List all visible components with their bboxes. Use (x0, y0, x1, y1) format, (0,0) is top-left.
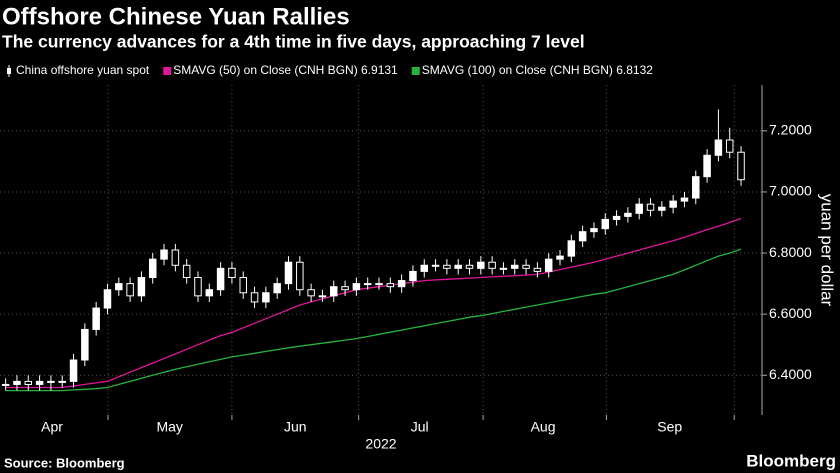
candle-body (171, 249, 180, 266)
x-tick-label: Apr (41, 419, 63, 435)
candle-body (1, 383, 10, 386)
candle-body (182, 264, 191, 278)
candle-body (443, 264, 451, 269)
candle-body (250, 292, 259, 303)
candle-body (47, 380, 55, 383)
candle-body (658, 206, 666, 211)
candle-body (24, 380, 33, 385)
candle-body (703, 154, 711, 178)
legend-label: SMAVG (50) on Close (CNH BGN) 6.9131 (173, 63, 398, 77)
candle-body (363, 283, 372, 286)
candle-body (725, 139, 734, 153)
candle-body (296, 261, 304, 291)
candle-body (35, 380, 44, 385)
candle-body (669, 200, 677, 208)
x-tick-label: Jun (284, 419, 307, 435)
chart-subtitle: The currency advances for a 4th time in … (2, 32, 585, 52)
candle-body (737, 151, 745, 181)
candle-body (228, 267, 236, 279)
y-axis-label: yuan per dollar (818, 194, 837, 307)
candle-body (409, 270, 417, 282)
legend-label: China offshore yuan spot (16, 63, 150, 77)
candle-body (522, 264, 530, 269)
x-axis-label: 2022 (365, 436, 396, 452)
sma-line (5, 217, 742, 389)
x-tick-label: May (156, 419, 182, 435)
candle-body (511, 264, 519, 269)
brand: Bloomberg (746, 451, 836, 470)
candle-body (499, 267, 508, 270)
candle-body (329, 286, 338, 297)
candle-body (148, 258, 157, 278)
candle-body (488, 261, 496, 269)
candle-body (262, 292, 270, 303)
y-tick-label: 6.6000 (769, 305, 812, 321)
candle-body (69, 359, 78, 382)
candle-body (205, 289, 214, 297)
candle-body (714, 139, 723, 156)
candle-body (307, 289, 315, 297)
x-tick-label: Sep (657, 419, 682, 435)
candle-body (386, 283, 395, 288)
candle-body (612, 215, 621, 220)
legend-label: SMAVG (100) on Close (CNH BGN) 6.8132 (422, 63, 654, 77)
candle-body (137, 277, 146, 297)
candle-body (115, 283, 123, 291)
x-tick-label: Jul (411, 419, 429, 435)
candle-body (273, 283, 281, 294)
candle-body (375, 283, 383, 286)
candle-body (465, 264, 474, 269)
candle-body (318, 295, 327, 298)
y-tick-label: 6.8000 (769, 244, 812, 260)
candle-body (624, 212, 632, 217)
legend-swatch (163, 67, 172, 75)
candle-body (81, 328, 89, 361)
candle-body (92, 307, 100, 330)
x-tick-label: Aug (531, 419, 556, 435)
y-tick-label: 7.2000 (769, 122, 812, 138)
legend-swatch (411, 67, 420, 75)
candle-body (477, 261, 485, 269)
candle-body (13, 380, 21, 385)
chart-title: Offshore Chinese Yuan Rallies (2, 3, 350, 30)
candle-body (58, 380, 66, 383)
candle-body (239, 277, 247, 294)
candle-body (646, 203, 655, 211)
candle-body (103, 289, 112, 309)
candle-body (454, 264, 462, 269)
legend-swatch (7, 68, 11, 74)
candle-body (692, 176, 700, 199)
candle-body (341, 286, 349, 291)
candle-body (431, 264, 440, 267)
candle-body (590, 228, 598, 233)
candle-body (567, 240, 576, 257)
candle-body (556, 255, 564, 260)
candle-body (578, 231, 587, 242)
candle-body (601, 218, 610, 230)
candle-body (635, 203, 643, 214)
candle-body (352, 283, 361, 291)
candle-body (544, 258, 553, 272)
candle-body (397, 280, 406, 288)
candle-body (284, 261, 293, 285)
y-tick-label: 6.4000 (769, 366, 812, 382)
candle-body (216, 267, 225, 291)
candle-body (194, 277, 202, 297)
sma-line (5, 248, 742, 392)
source: Source: Bloomberg (4, 455, 125, 470)
candle-body (160, 249, 168, 260)
candle-body (533, 267, 542, 272)
candle-body (126, 283, 134, 297)
candle-body (420, 264, 429, 272)
candle-body (680, 197, 689, 202)
y-tick-label: 7.0000 (769, 183, 812, 199)
